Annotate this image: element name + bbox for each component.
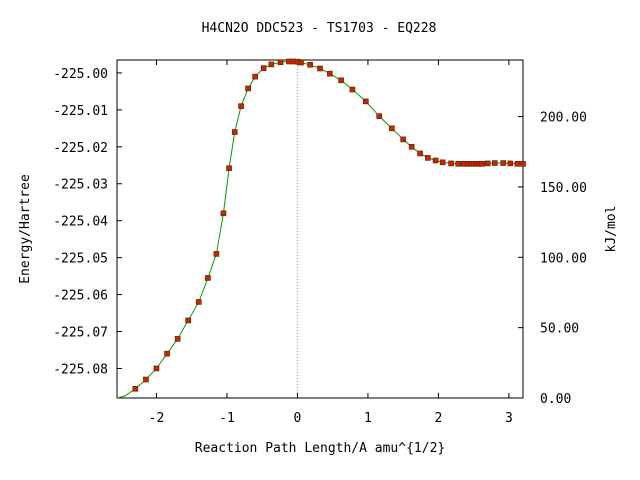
data-point [245, 85, 251, 92]
data-point [327, 70, 333, 77]
y-axis-ticks: -225.00 -225.01 -225.02 -225.03 -225.04 -225.… [53, 67, 122, 377]
y-tick-label: -225.05 [53, 252, 108, 267]
data-point [213, 251, 220, 257]
data-point [226, 165, 232, 172]
data-point-markers [132, 58, 526, 392]
data-point [439, 159, 446, 166]
data-point [479, 161, 485, 167]
x-tick-label: 2 [435, 411, 443, 426]
data-point [425, 155, 431, 161]
data-point [448, 160, 454, 167]
data-point [484, 160, 491, 167]
x-tick-label: -1 [219, 411, 235, 426]
data-point [400, 136, 406, 143]
y-tick-label: -225.03 [53, 178, 108, 193]
y-tick-label: -225.00 [53, 67, 108, 82]
data-point [432, 157, 439, 164]
data-point [238, 103, 244, 109]
y-axis-label: Energy/Hartree [18, 174, 33, 284]
data-point [363, 98, 369, 105]
data-point [514, 161, 521, 167]
plot-border [116, 59, 524, 399]
x-tick-label: 3 [505, 411, 513, 426]
y2-tick-label: 50.00 [540, 322, 579, 337]
y2-axis-label: kJ/mol [604, 206, 619, 253]
y-tick-label: -225.08 [53, 362, 108, 377]
data-point [268, 61, 275, 68]
data-point [520, 161, 526, 167]
y2-tick-label: 150.00 [540, 181, 587, 196]
data-point [307, 61, 313, 68]
data-point [376, 113, 383, 119]
data-point [417, 150, 423, 157]
data-point [455, 161, 461, 167]
y2-tick-label: 0.00 [540, 392, 571, 407]
data-point [143, 376, 149, 383]
chart-title: H4CN2O DDC523 - TS1703 - EQ228 [202, 21, 437, 36]
plot-frame [116, 59, 524, 399]
data-point [298, 59, 304, 66]
data-point [500, 160, 507, 166]
y-tick-label: -225.07 [53, 326, 108, 341]
data-point [220, 210, 227, 217]
data-point [185, 317, 191, 324]
x-axis-ticks: -2 -1 0 1 2 3 [149, 60, 513, 426]
y-tick-label: -225.04 [53, 215, 108, 230]
y-tick-label: -225.01 [53, 104, 108, 119]
data-point [507, 160, 514, 167]
data-point [260, 65, 267, 71]
data-point [338, 77, 344, 84]
y-tick-label: -225.02 [53, 141, 108, 156]
data-point [349, 86, 356, 93]
data-point [408, 144, 415, 150]
y2-axis-ticks: 0.00 50.00 100.00 150.00 200.00 [518, 111, 587, 407]
data-point [174, 336, 181, 342]
data-point [277, 59, 284, 66]
data-point [231, 129, 238, 135]
data-point [389, 125, 395, 132]
data-point [195, 299, 202, 305]
data-point [205, 275, 211, 281]
y-tick-label: -225.06 [53, 289, 108, 304]
y2-tick-label: 200.00 [540, 111, 587, 126]
data-point [252, 73, 258, 80]
x-tick-label: -2 [149, 411, 165, 426]
energy-curve [116, 60, 523, 399]
data-point [153, 365, 160, 372]
data-point [132, 385, 139, 392]
data-point [492, 160, 498, 166]
x-axis-label: Reaction Path Length/A amu^{1/2} [195, 441, 445, 456]
x-tick-label: 1 [364, 411, 372, 426]
y2-tick-label: 100.00 [540, 251, 587, 266]
data-point [164, 350, 170, 357]
data-point [317, 65, 323, 72]
x-tick-label: 0 [294, 411, 302, 426]
